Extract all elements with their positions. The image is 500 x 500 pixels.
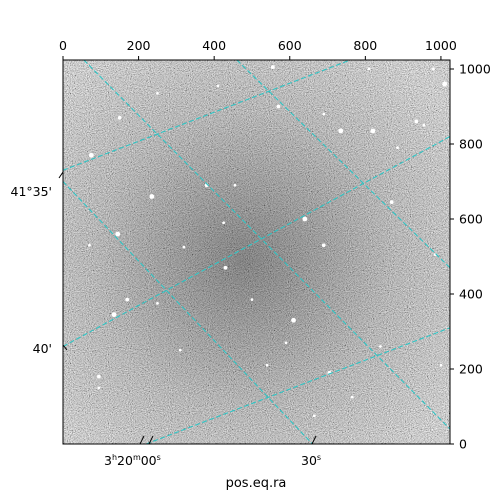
dec-tick-label-0: 41°35' (11, 184, 53, 199)
star (97, 374, 101, 379)
star (182, 245, 186, 249)
star (125, 297, 130, 302)
star (111, 312, 117, 318)
pixel-x-tick-label: 200 (127, 38, 151, 53)
ra-tick-mark-1 (311, 435, 317, 445)
star (291, 317, 296, 323)
pixel-x-tick-label: 600 (278, 38, 302, 53)
star (389, 200, 394, 205)
dec-axis-left: 41°35' 40' (11, 171, 68, 356)
dec-tick-mark-0 (58, 171, 64, 179)
star (156, 301, 159, 305)
pixel-x-tick-label: 400 (202, 38, 226, 53)
star (250, 298, 254, 302)
pixel-y-tick-label: 600 (459, 212, 483, 227)
grid-line (63, 181, 313, 444)
star (117, 115, 122, 120)
star (265, 363, 269, 367)
star (322, 112, 326, 116)
pixel-y-tick-label: 1000 (459, 62, 491, 77)
pixel-y-tick-label: 200 (459, 362, 483, 377)
star (370, 128, 376, 134)
star (115, 231, 121, 237)
star (442, 81, 448, 87)
star (302, 216, 308, 222)
dec-tick-label-1: 40' (33, 341, 52, 356)
ra-axis-label: pos.eq.ra (226, 476, 287, 491)
star (276, 104, 281, 109)
star (338, 128, 344, 134)
ra-tick-mark-0b (139, 435, 145, 445)
star (149, 194, 155, 199)
star (233, 183, 237, 187)
star (396, 146, 399, 150)
star (284, 341, 288, 345)
grid-line (236, 60, 450, 269)
dec-tick-mark-1 (62, 344, 68, 351)
pixel-y-axis-right: 0 200 400 600 800 1000 (450, 62, 491, 452)
plot-frame (62, 59, 451, 445)
star (216, 84, 220, 88)
pixel-y-tick-label: 800 (459, 137, 483, 152)
pixel-y-tick-label: 0 (459, 437, 467, 452)
ra-tick-label-1: 30s (301, 453, 321, 468)
star (97, 386, 101, 390)
star (367, 67, 371, 71)
coordinate-grid (63, 60, 450, 444)
ra-tick-mark-0 (148, 435, 154, 445)
star (321, 243, 326, 248)
star (222, 221, 226, 225)
pixel-y-tick-label: 400 (459, 287, 483, 302)
sky-image (63, 60, 450, 444)
star (88, 152, 94, 158)
star (350, 395, 354, 399)
pixel-x-tick-label: 1000 (425, 38, 457, 53)
star (178, 348, 182, 352)
grid-line (83, 60, 450, 430)
star (312, 414, 316, 418)
star (156, 91, 159, 95)
grid-line (145, 327, 450, 444)
star (414, 119, 419, 124)
pixel-x-axis-top: 0 200 400 600 800 1000 (59, 38, 457, 60)
star (379, 345, 382, 348)
star (431, 67, 435, 71)
pixel-x-tick-label: 800 (353, 38, 377, 53)
star (270, 65, 275, 70)
ra-tick-label-0: 3h20m00s (104, 453, 161, 468)
ra-axis-bottom: 3h20m00s 30s pos.eq.ra (104, 435, 321, 491)
grid-line (63, 60, 351, 171)
star (422, 123, 426, 127)
star (439, 363, 443, 367)
star (88, 243, 91, 247)
grid-line (63, 136, 450, 347)
pixel-x-tick-label: 0 (59, 38, 67, 53)
star-field (88, 65, 448, 418)
star (223, 265, 228, 270)
